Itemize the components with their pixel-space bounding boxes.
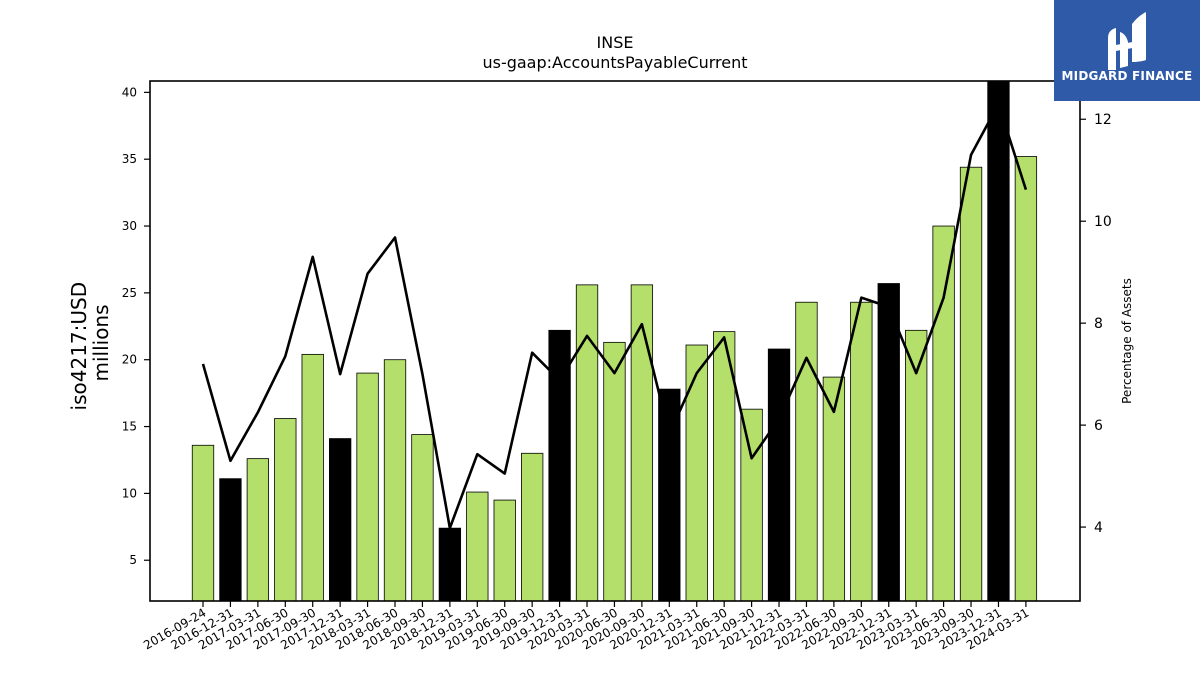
bar-2018-06-30 bbox=[383, 359, 407, 602]
midgard-logo-icon bbox=[1108, 12, 1146, 70]
line-layer bbox=[201, 102, 1028, 530]
bar-2023-09-30 bbox=[959, 166, 983, 602]
y-axis-label-line2: millions bbox=[89, 304, 113, 381]
chart-subtitle: us-gaap:AccountsPayableCurrent bbox=[482, 53, 747, 72]
bar-2020-09-30 bbox=[630, 284, 654, 602]
percentage-line bbox=[201, 102, 1028, 530]
y-tick-label-40: 40 bbox=[122, 85, 137, 99]
bar-2022-12-31 bbox=[877, 283, 900, 602]
y-axis-label: iso4217:USD millions bbox=[67, 276, 113, 411]
y-axis-label-line1: iso4217:USD bbox=[67, 282, 91, 411]
bar-2022-09-30 bbox=[850, 301, 873, 602]
bar-2019-06-30 bbox=[493, 499, 516, 602]
y-tick-label-25: 25 bbox=[122, 286, 137, 300]
bar-2018-12-31 bbox=[438, 527, 462, 602]
bar-2021-03-31 bbox=[685, 344, 708, 602]
bar-2017-03-31 bbox=[246, 458, 270, 602]
y2-axis-label: Percentage of Assets bbox=[1120, 278, 1134, 404]
bar-2020-06-30 bbox=[603, 341, 626, 602]
y-tick-label-30: 30 bbox=[122, 219, 137, 233]
y2-tick-label-8: 8 bbox=[1094, 316, 1103, 332]
y2-tick-label-4: 4 bbox=[1094, 520, 1103, 536]
bar-2016-09-24 bbox=[191, 444, 215, 602]
bar-2022-03-31 bbox=[795, 301, 818, 602]
bar-2017-12-31 bbox=[328, 438, 352, 602]
y-tick-label-5: 5 bbox=[129, 553, 137, 567]
y-tick-label-20: 20 bbox=[122, 353, 137, 367]
y-tick-label-10: 10 bbox=[122, 486, 137, 500]
y2-tick-label-10: 10 bbox=[1094, 214, 1112, 230]
bar-2017-06-30 bbox=[274, 418, 297, 602]
y2-tick-label-12: 12 bbox=[1094, 112, 1112, 128]
bar-2019-03-31 bbox=[466, 491, 489, 602]
bar-2018-03-31 bbox=[356, 372, 379, 602]
bar-2018-09-30 bbox=[411, 434, 434, 602]
y-tick-label-15: 15 bbox=[122, 420, 137, 434]
bar-2019-09-30 bbox=[521, 452, 544, 602]
y2-tick-label-6: 6 bbox=[1094, 418, 1103, 434]
y-tick-label-35: 35 bbox=[122, 152, 137, 166]
bar-2017-09-30 bbox=[301, 353, 324, 602]
chart-title: INSE bbox=[597, 33, 634, 52]
bar-2023-06-30 bbox=[932, 225, 955, 602]
bar-2021-12-31 bbox=[767, 348, 791, 602]
bar-2023-12-31 bbox=[987, 81, 1010, 602]
bar-2024-03-31 bbox=[1014, 156, 1038, 602]
brand-logo: MIDGARD FINANCE bbox=[1054, 0, 1200, 101]
bar-2016-12-31 bbox=[219, 478, 242, 602]
bars-layer bbox=[191, 81, 1038, 602]
bar-2021-09-30 bbox=[740, 408, 763, 602]
brand-name: MIDGARD FINANCE bbox=[1061, 69, 1193, 83]
bar-2020-12-31 bbox=[658, 388, 681, 602]
bar-2020-03-31 bbox=[575, 284, 599, 602]
